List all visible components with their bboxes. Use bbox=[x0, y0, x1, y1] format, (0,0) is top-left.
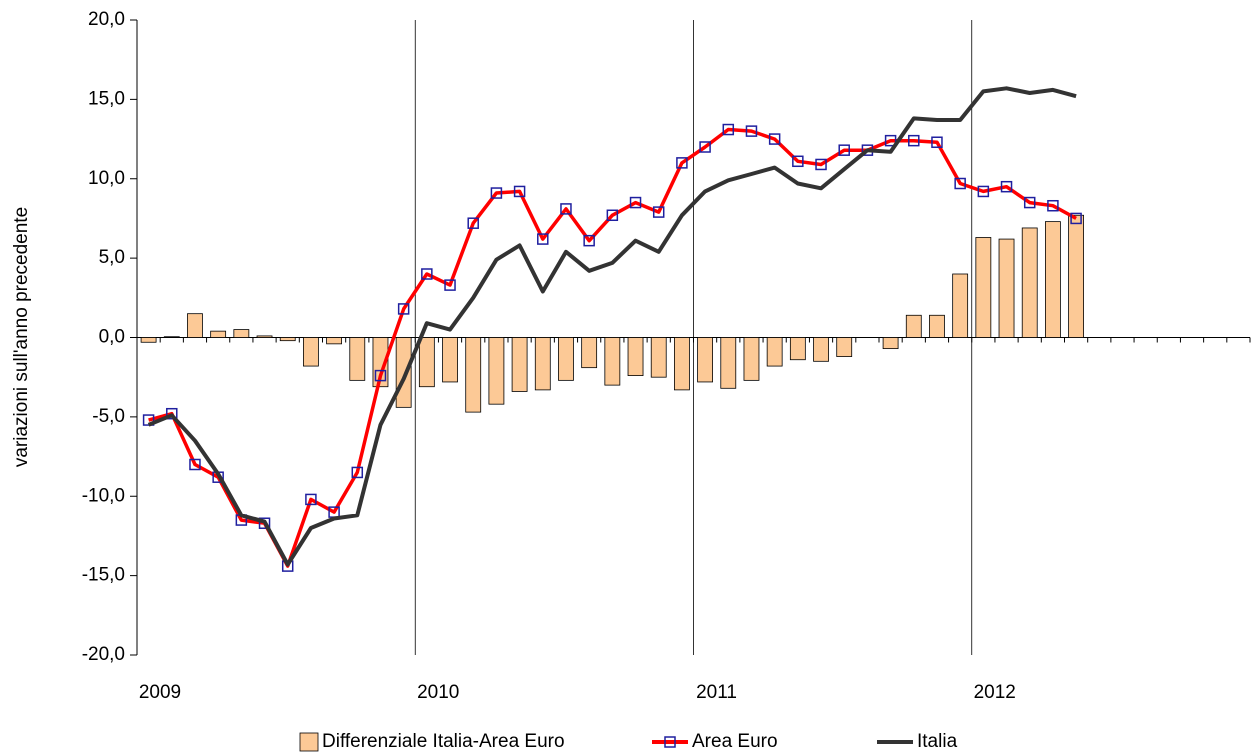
bar bbox=[233, 329, 250, 338]
bar bbox=[187, 313, 203, 338]
bar bbox=[882, 337, 899, 350]
bar bbox=[998, 238, 1015, 338]
bar bbox=[511, 337, 528, 392]
marker bbox=[792, 155, 804, 168]
marker bbox=[838, 144, 850, 156]
marker bbox=[397, 303, 410, 315]
bar bbox=[418, 337, 435, 388]
bar bbox=[627, 337, 644, 376]
marker bbox=[931, 136, 943, 148]
bar bbox=[465, 337, 482, 413]
bar bbox=[604, 337, 621, 386]
marker bbox=[583, 234, 595, 247]
y-tick-label: 15,0 bbox=[88, 88, 125, 109]
x-tick-label: 2010 bbox=[417, 682, 459, 703]
marker bbox=[142, 414, 155, 426]
bar bbox=[279, 337, 296, 342]
marker bbox=[908, 134, 920, 147]
marker bbox=[1070, 212, 1082, 225]
bar bbox=[836, 337, 853, 357]
bar bbox=[256, 335, 273, 338]
bar bbox=[743, 337, 760, 381]
marker bbox=[421, 268, 433, 280]
legend-label: Italia bbox=[917, 731, 958, 752]
bar bbox=[766, 337, 783, 367]
bar bbox=[442, 337, 458, 383]
y-tick-label: -15,0 bbox=[82, 565, 125, 586]
marker bbox=[629, 196, 642, 209]
marker bbox=[351, 466, 364, 479]
marker bbox=[699, 141, 711, 153]
marker bbox=[305, 493, 317, 506]
legend-marker bbox=[664, 736, 676, 748]
marker bbox=[513, 185, 526, 198]
marker bbox=[537, 233, 549, 245]
y-tick-label: -20,0 bbox=[82, 644, 125, 665]
bar bbox=[488, 337, 505, 405]
bar bbox=[674, 337, 690, 391]
marker bbox=[652, 206, 665, 218]
y-tick-label: 5,0 bbox=[99, 247, 125, 268]
bar bbox=[1045, 221, 1061, 338]
bar bbox=[395, 337, 412, 408]
marker bbox=[1023, 196, 1036, 209]
bar bbox=[140, 337, 157, 343]
bar bbox=[534, 337, 551, 391]
legend-label: Differenziale Italia-Area Euro bbox=[322, 731, 565, 752]
bar bbox=[905, 314, 922, 338]
legend-swatch bbox=[299, 732, 319, 752]
bar bbox=[813, 337, 829, 362]
marker bbox=[676, 157, 688, 169]
y-tick-label: 20,0 bbox=[88, 9, 125, 30]
y-axis-title: variazioni sull'anno precedente bbox=[11, 207, 32, 467]
bar bbox=[697, 337, 713, 383]
bar bbox=[372, 337, 389, 388]
marker bbox=[166, 407, 178, 420]
y-tick-label: 0,0 bbox=[99, 327, 125, 348]
marker bbox=[722, 123, 735, 136]
y-tick-label: 10,0 bbox=[88, 168, 125, 189]
bar bbox=[975, 237, 992, 338]
x-tick-label: 2009 bbox=[139, 682, 181, 703]
bar bbox=[558, 337, 574, 381]
line bbox=[148, 127, 1077, 568]
bar bbox=[581, 337, 598, 369]
y-tick-label: -5,0 bbox=[92, 406, 125, 427]
x-tick-label: 2011 bbox=[696, 682, 737, 703]
bar bbox=[789, 337, 806, 361]
marker bbox=[258, 517, 271, 529]
bar bbox=[163, 336, 180, 338]
marker bbox=[490, 187, 503, 199]
marker bbox=[745, 125, 758, 137]
marker bbox=[374, 369, 387, 382]
marker bbox=[977, 185, 990, 198]
line bbox=[147, 86, 1077, 567]
bar bbox=[303, 337, 319, 367]
marker bbox=[467, 217, 479, 229]
x-tick-label: 2012 bbox=[974, 682, 1016, 703]
marker bbox=[189, 458, 201, 471]
marker bbox=[815, 158, 827, 171]
marker bbox=[1047, 199, 1059, 212]
marker bbox=[560, 203, 572, 215]
marker bbox=[444, 279, 456, 291]
bar bbox=[650, 337, 667, 378]
marker bbox=[1000, 180, 1013, 193]
bar bbox=[210, 330, 227, 338]
marker bbox=[884, 134, 897, 147]
marker bbox=[768, 133, 781, 145]
marker bbox=[954, 177, 966, 190]
bar bbox=[952, 273, 969, 338]
bar bbox=[1021, 227, 1038, 338]
bar bbox=[326, 337, 342, 345]
bar bbox=[929, 314, 945, 338]
bar bbox=[349, 337, 366, 381]
legend-label: Area Euro bbox=[692, 731, 778, 752]
bar bbox=[1068, 214, 1084, 338]
bar bbox=[720, 337, 737, 389]
marker bbox=[606, 209, 619, 222]
y-tick-label: -10,0 bbox=[82, 485, 125, 506]
